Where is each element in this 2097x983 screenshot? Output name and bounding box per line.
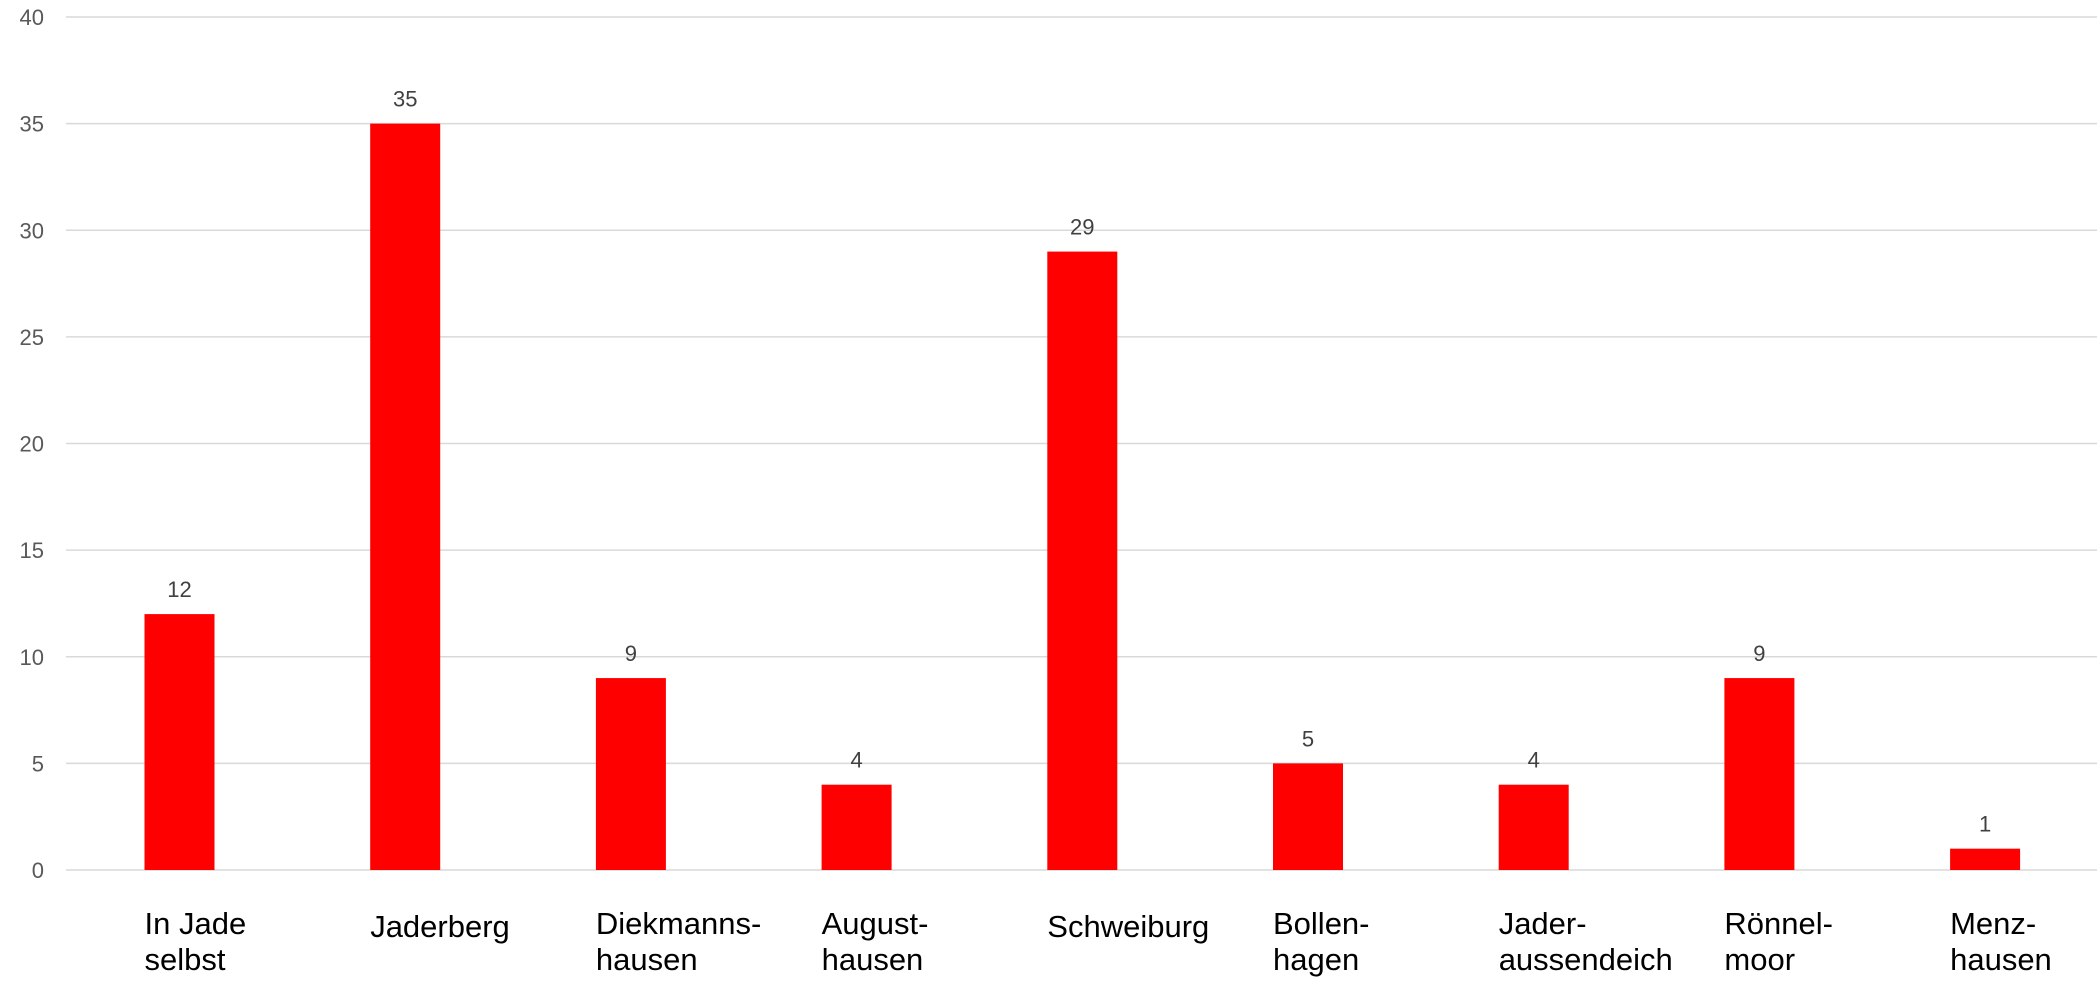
x-tick-label: Rönnel-moor — [1724, 906, 1833, 977]
x-tick-label: Schweiburg — [1047, 909, 1209, 944]
bar — [1498, 784, 1569, 870]
x-tick-label: Diekmanns-hausen — [596, 906, 761, 977]
x-tick-label: Jaderberg — [370, 909, 510, 944]
data-label: 29 — [1070, 215, 1094, 240]
data-label: 9 — [1753, 641, 1765, 666]
y-tick-label: 20 — [20, 432, 44, 457]
y-tick-label: 35 — [20, 112, 44, 137]
y-tick-label: 0 — [32, 858, 44, 883]
x-tick-label: August-hausen — [822, 906, 929, 977]
data-label: 1 — [1979, 812, 1991, 837]
y-tick-label: 10 — [20, 645, 44, 670]
data-label: 4 — [1528, 748, 1540, 773]
bar — [1950, 848, 2021, 870]
x-tick-label: Bollen-hagen — [1273, 906, 1370, 977]
bar — [144, 614, 215, 870]
x-tick-label: Menz-hausen — [1950, 906, 2052, 977]
bar — [595, 678, 666, 870]
bar — [1273, 763, 1343, 870]
data-label: 5 — [1302, 726, 1314, 751]
x-tick-label: In Jade selbst — [145, 906, 247, 977]
bar — [821, 784, 892, 870]
y-tick-label: 15 — [20, 538, 44, 563]
data-label: 4 — [850, 748, 862, 773]
data-label: 9 — [625, 641, 637, 666]
y-tick-label: 40 — [20, 5, 44, 30]
bar — [1724, 678, 1795, 870]
data-label: 35 — [393, 87, 417, 112]
y-tick-label: 5 — [32, 751, 44, 776]
y-tick-label: 25 — [20, 325, 44, 350]
data-label: 12 — [167, 577, 191, 602]
x-tick-label: Jader-aussendeich — [1499, 906, 1673, 977]
y-tick-label: 30 — [20, 218, 44, 243]
bar — [1047, 251, 1118, 870]
bar — [370, 123, 441, 870]
